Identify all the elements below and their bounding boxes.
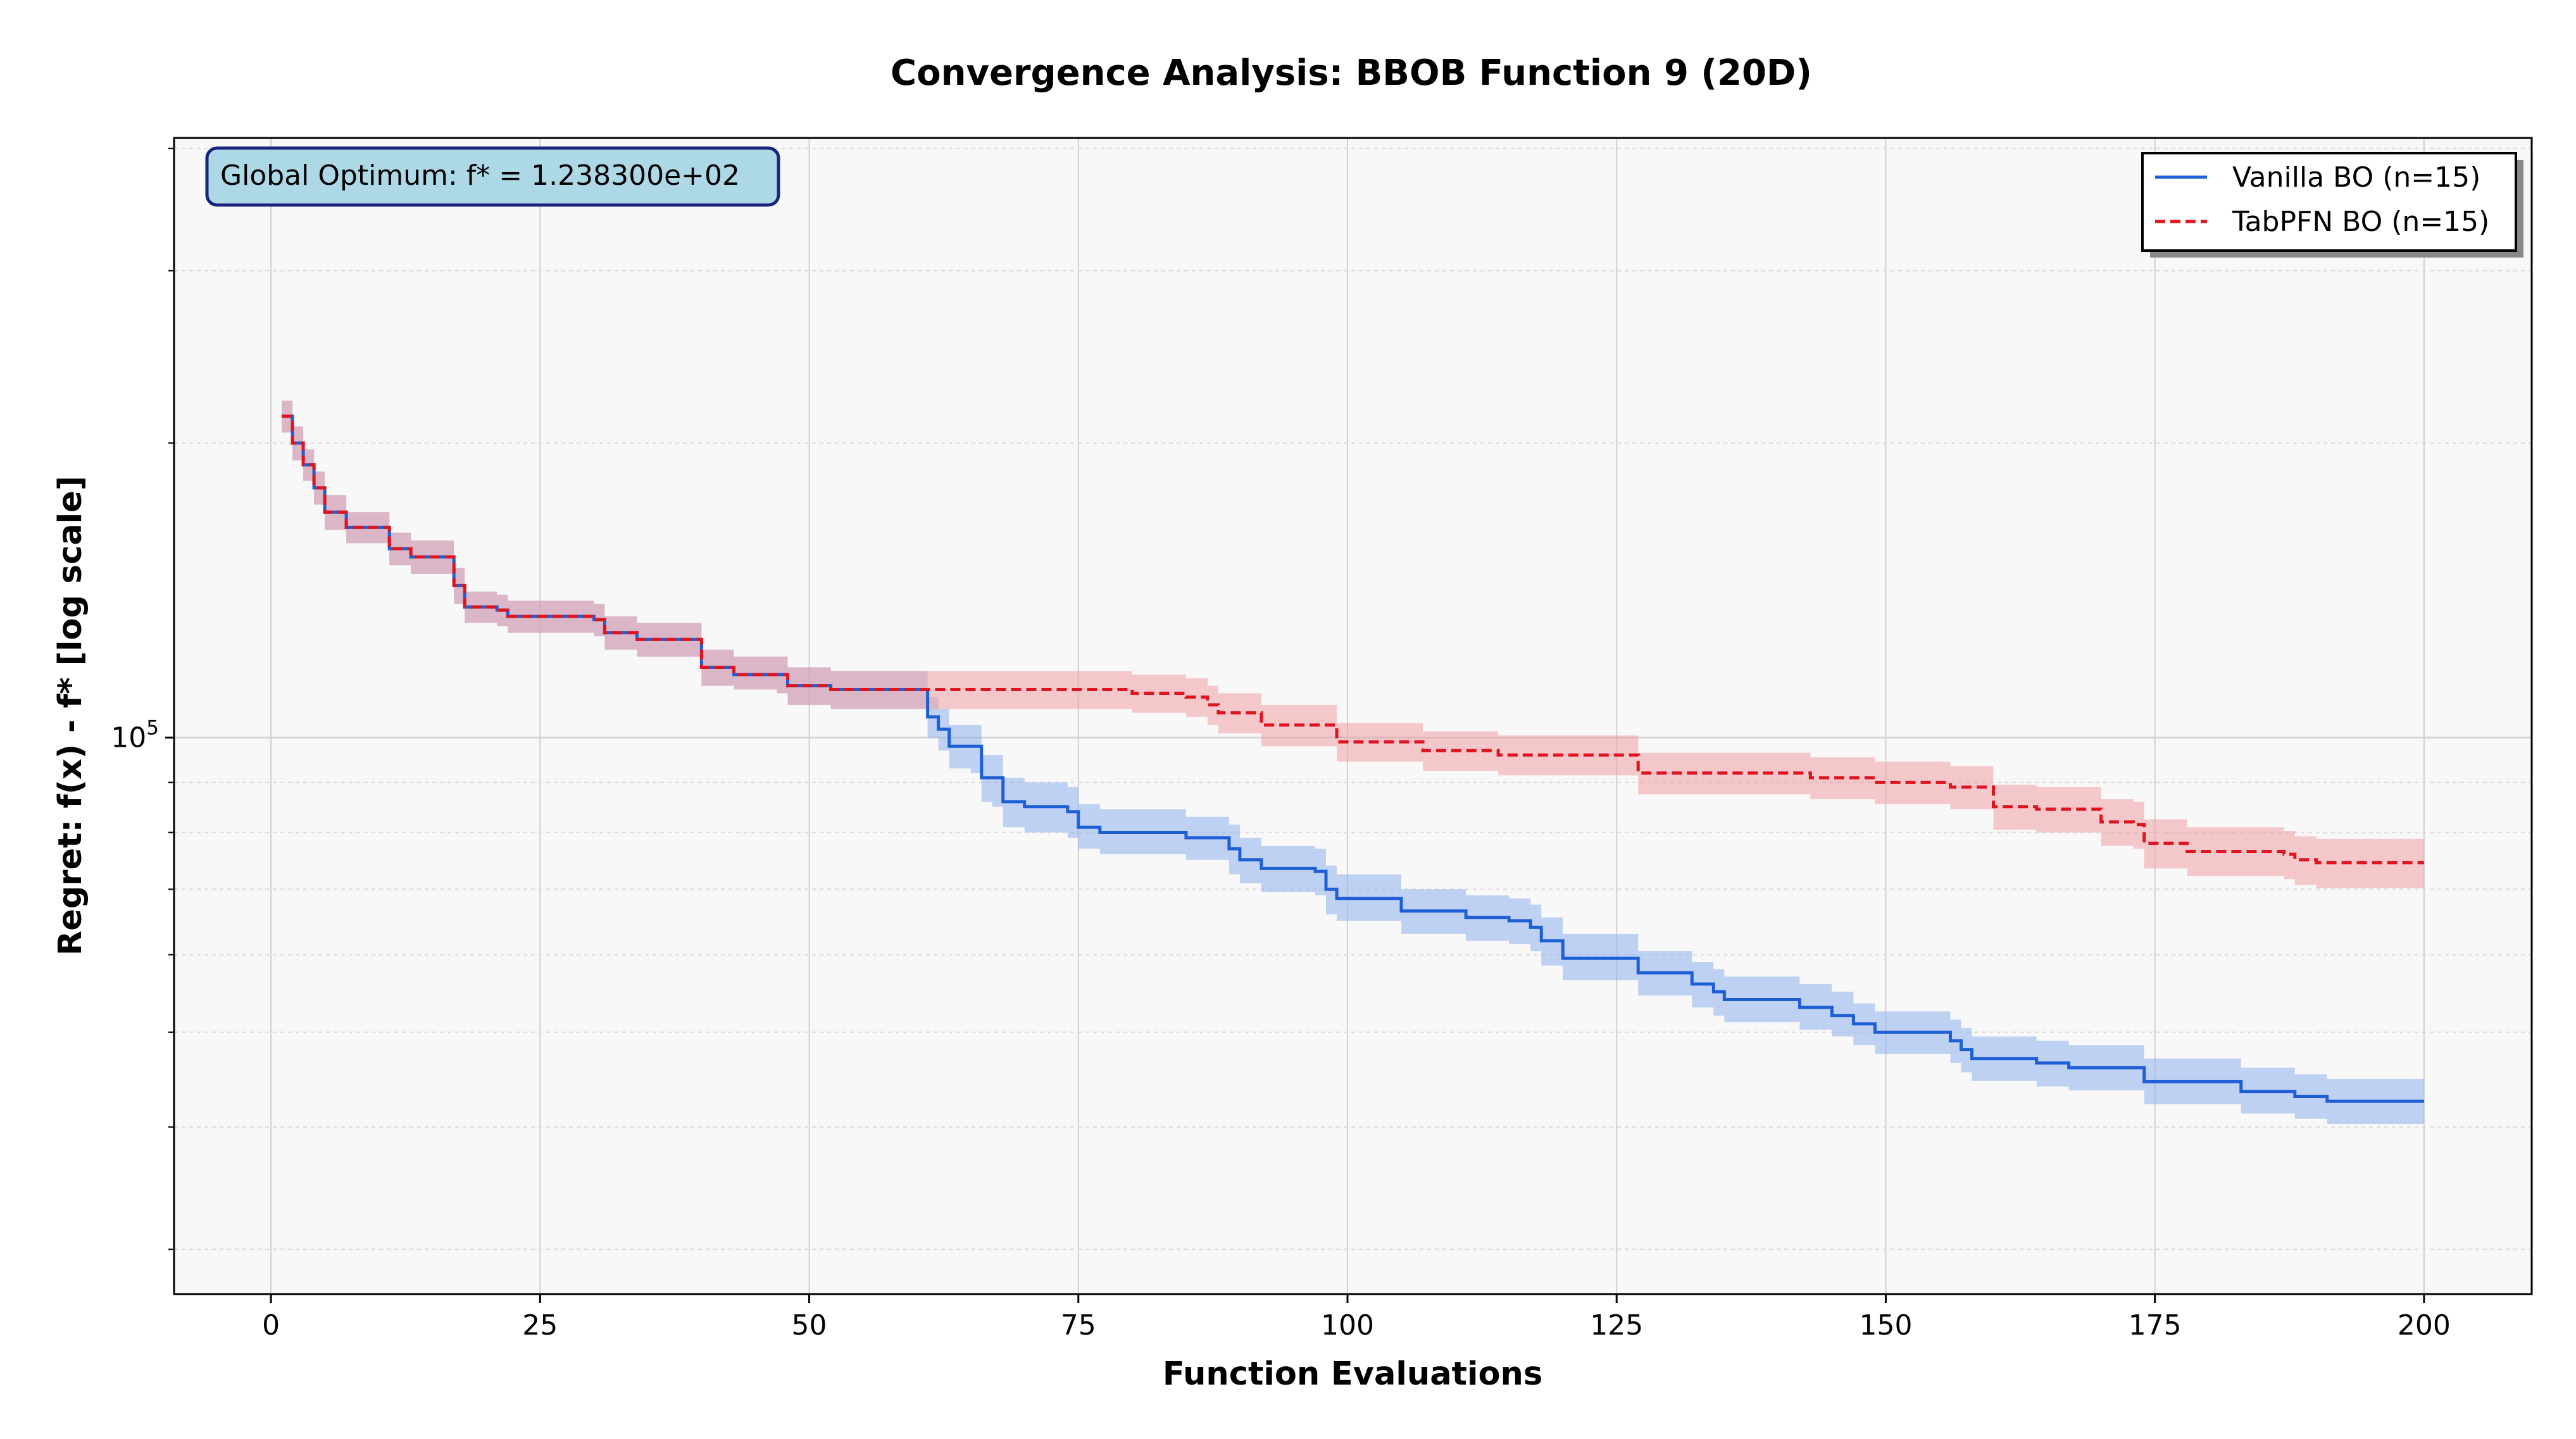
axis-ticks: 0 25 50 75 100 125 150 175 200 105	[111, 147, 2451, 1342]
plot-area	[174, 138, 2532, 1294]
chart-title: Convergence Analysis: BBOB Function 9 (2…	[891, 53, 1812, 94]
legend: Vanilla BO (n=15) TabPFN BO (n=15)	[2141, 152, 2523, 258]
x-tick-label: 125	[1590, 1309, 1643, 1342]
plot-frame	[173, 137, 2533, 1295]
x-axis-label: Function Evaluations	[1163, 1355, 1542, 1393]
line-series-2	[282, 414, 2424, 864]
x-tick-label: 150	[1859, 1309, 1912, 1342]
annotation-box: Global Optimum: f* = 1.238300e+02	[205, 146, 780, 207]
series-lines	[282, 414, 2424, 1103]
legend-label-1: Vanilla BO (n=15)	[2232, 161, 2480, 194]
x-tick-label: 100	[1321, 1309, 1374, 1342]
annotation-text: Global Optimum: f* = 1.238300e+02	[220, 159, 740, 192]
confidence-bands	[282, 401, 2424, 1124]
legend-items: Vanilla BO (n=15) TabPFN BO (n=15)	[2155, 161, 2489, 238]
band-series-2	[282, 401, 2424, 888]
y-tick-label: 105	[111, 717, 159, 754]
legend-label-2: TabPFN BO (n=15)	[2232, 206, 2489, 238]
legend-frame	[2141, 152, 2517, 252]
x-tick-label: 75	[1061, 1309, 1096, 1342]
y-axis-label: Regret: f(x) - f* [log scale]	[52, 476, 89, 956]
x-tick-label: 50	[792, 1309, 827, 1342]
x-tick-label: 175	[2129, 1309, 2182, 1342]
x-tick-label: 200	[2398, 1309, 2451, 1342]
x-tick-label: 0	[262, 1309, 280, 1342]
annotation-background	[205, 146, 780, 207]
x-tick-label: 25	[522, 1309, 558, 1342]
